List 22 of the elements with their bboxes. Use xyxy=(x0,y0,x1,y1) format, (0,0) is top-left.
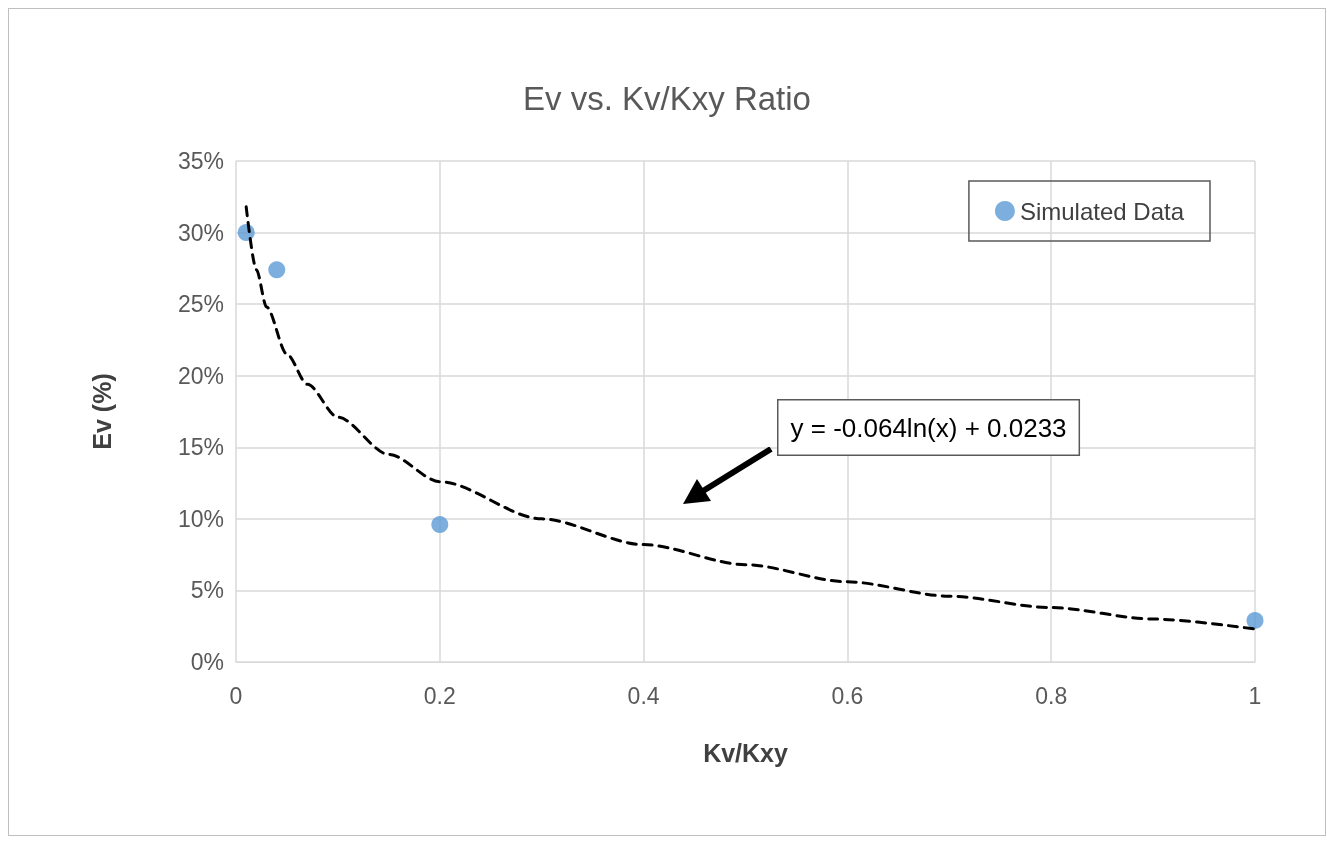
y-tick-label: 15% xyxy=(177,434,224,461)
x-axis-title: Kv/Kxy xyxy=(703,738,788,767)
x-tick-label: 0.8 xyxy=(1035,682,1068,709)
x-tick-label: 0.4 xyxy=(627,682,660,709)
y-axis-title: Ev (%) xyxy=(87,373,116,450)
x-tick-label: 0.2 xyxy=(423,682,456,709)
y-tick-label: 25% xyxy=(177,291,224,318)
x-tick-label: 0.6 xyxy=(831,682,864,709)
legend-label: Simulated Data xyxy=(1019,197,1185,225)
annotation: y = -0.064ln(x) + 0.0233 xyxy=(790,412,1067,443)
y-tick-label: 20% xyxy=(177,362,224,389)
point xyxy=(431,516,449,534)
x-tick-label: 1 xyxy=(1248,682,1262,709)
y-tick-label: 0% xyxy=(190,649,224,675)
point xyxy=(268,261,286,279)
y-tick-label: 35% xyxy=(177,148,224,174)
chart-title: Ev vs. Kv/Kxy Ratio xyxy=(523,80,811,117)
y-tick-label: 30% xyxy=(177,219,224,246)
y-tick-label: 5% xyxy=(190,577,224,604)
y-tick-label: 10% xyxy=(177,505,224,532)
x-tick-label: 0 xyxy=(229,682,243,709)
point xyxy=(1246,611,1264,629)
